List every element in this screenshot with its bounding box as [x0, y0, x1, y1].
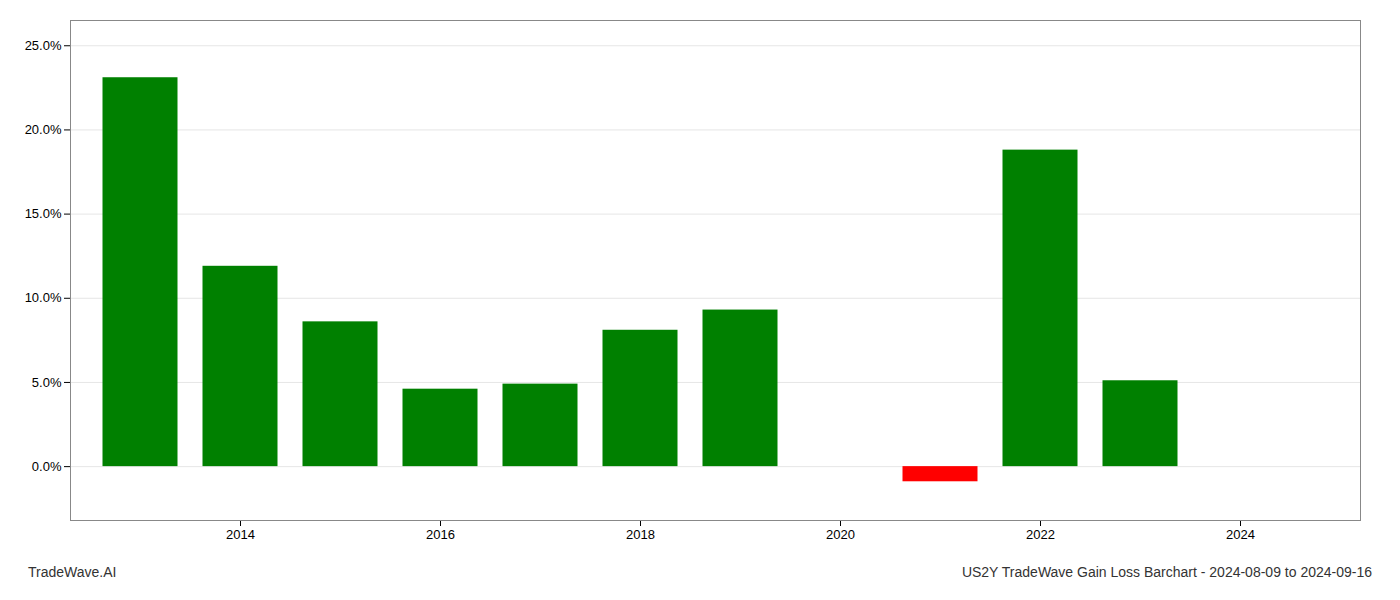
svg-text:25.0%: 25.0% — [25, 38, 62, 53]
svg-text:2016: 2016 — [426, 527, 455, 542]
svg-text:20.0%: 20.0% — [25, 122, 62, 137]
html-text:TradeWave.AI: TradeWave.AI — [28, 564, 117, 580]
svg-text:15.0%: 15.0% — [25, 206, 62, 221]
svg-text:2014: 2014 — [226, 527, 255, 542]
html-text:US2Y TradeWave Gain Loss Barch: US2Y TradeWave Gain Loss Barchart - 2024… — [961, 564, 1372, 580]
svg-text:2018: 2018 — [626, 527, 655, 542]
svg-text:2024: 2024 — [1226, 527, 1255, 542]
svg-text:5.0%: 5.0% — [32, 375, 62, 390]
svg-text:0.0%: 0.0% — [32, 459, 62, 474]
svg-text:10.0%: 10.0% — [25, 290, 62, 305]
svg-text:2020: 2020 — [826, 527, 855, 542]
svg-text:2022: 2022 — [1026, 527, 1055, 542]
